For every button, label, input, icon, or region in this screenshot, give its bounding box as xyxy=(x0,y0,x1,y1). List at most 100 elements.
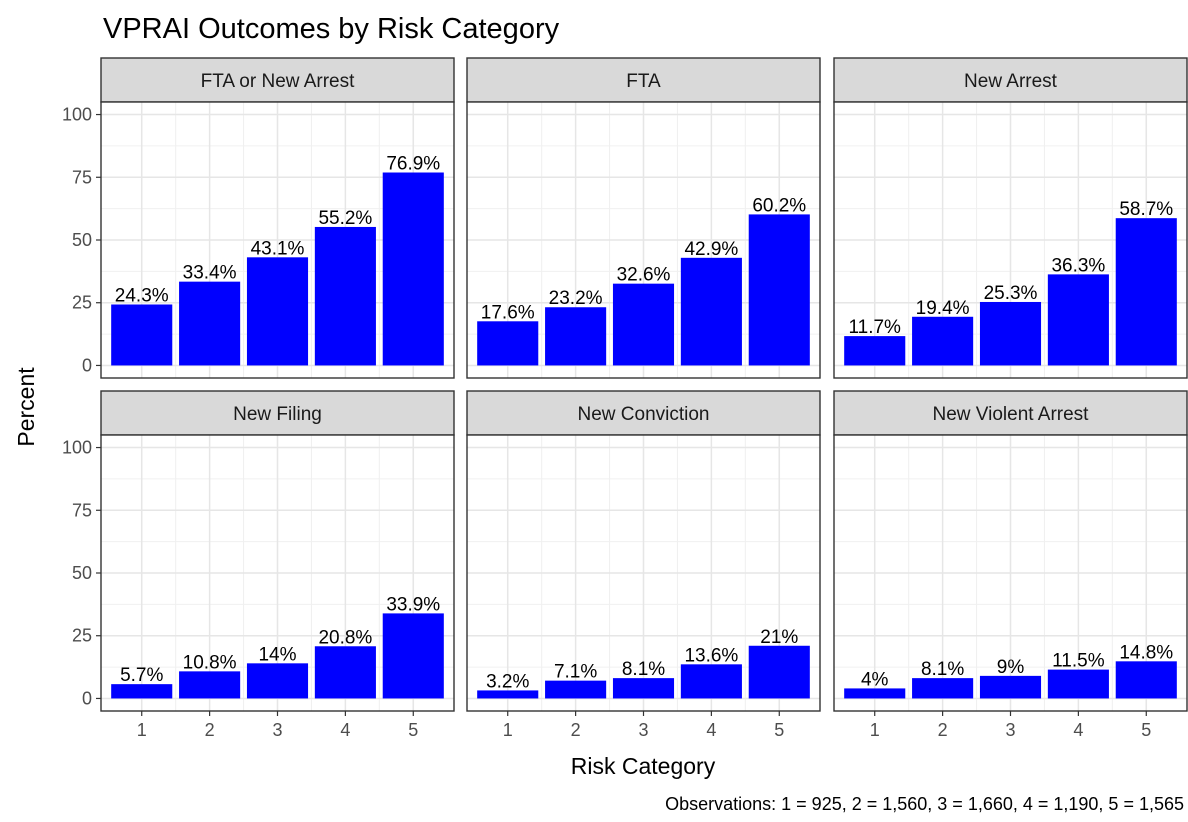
data-label: 7.1% xyxy=(554,662,597,683)
x-tick-label: 1 xyxy=(137,720,147,740)
y-axis-label: Percent xyxy=(13,367,39,447)
x-tick-label: 1 xyxy=(870,720,880,740)
strip-background xyxy=(833,390,1188,436)
strip-label: New Filing xyxy=(233,404,322,425)
data-label: 20.8% xyxy=(318,627,372,648)
panel-2: FTA 17.6% 23.2% 32.6% 42.9% 60.2% xyxy=(466,57,821,379)
bar xyxy=(382,172,444,366)
bar xyxy=(680,257,742,366)
y-tick-label: 25 xyxy=(72,293,92,313)
data-label: 13.6% xyxy=(684,645,738,666)
data-label: 17.6% xyxy=(481,302,535,323)
data-label: 36.3% xyxy=(1051,255,1105,276)
strip-label: New Conviction xyxy=(578,404,710,425)
y-tick-label: 25 xyxy=(72,626,92,646)
x-tick-label: 2 xyxy=(938,720,948,740)
bar xyxy=(246,257,309,366)
data-label: 14.8% xyxy=(1119,642,1173,663)
bar xyxy=(545,680,607,699)
panel-border xyxy=(466,101,821,379)
data-label: 9% xyxy=(997,657,1025,678)
x-tick-label: 4 xyxy=(340,720,350,740)
bar xyxy=(179,281,241,366)
data-label: 25.3% xyxy=(984,283,1038,304)
bar xyxy=(912,316,974,366)
x-axis-label: Risk Category xyxy=(571,753,716,779)
data-label: 11.7% xyxy=(848,317,901,338)
data-label: 42.9% xyxy=(684,239,738,260)
bar xyxy=(111,304,173,366)
panel-border xyxy=(833,101,1188,379)
y-tick-label: 50 xyxy=(72,563,92,583)
data-label: 5.7% xyxy=(120,665,163,686)
bar xyxy=(1047,274,1109,366)
y-tick-label: 75 xyxy=(72,167,92,187)
data-label: 8.1% xyxy=(921,659,964,680)
x-tick-label: 4 xyxy=(706,720,716,740)
strip-label: New Violent Arrest xyxy=(933,404,1090,425)
y-tick-label: 100 xyxy=(62,105,92,125)
data-label: 3.2% xyxy=(486,671,529,692)
bar xyxy=(314,646,376,699)
strip-background xyxy=(833,57,1188,103)
data-label: 33.4% xyxy=(183,263,237,284)
bar xyxy=(477,690,539,699)
data-label: 60.2% xyxy=(752,195,806,216)
data-label: 23.2% xyxy=(549,288,603,309)
y-tick-label: 0 xyxy=(82,355,92,375)
bar xyxy=(1115,218,1177,366)
panel-5: New Conviction 3.2% 7.1% 8.1% 13.6% 21% 1 2 3 4 5 xyxy=(466,390,821,740)
bar xyxy=(748,214,810,366)
x-tick-label: 2 xyxy=(571,720,581,740)
data-label: 14% xyxy=(258,644,296,665)
bar xyxy=(612,678,675,699)
data-label: 24.3% xyxy=(115,285,169,306)
bar xyxy=(382,613,444,699)
data-label: 33.9% xyxy=(386,594,440,615)
strip-label: FTA or New Arrest xyxy=(201,71,356,92)
y-tick-label: 50 xyxy=(72,230,92,250)
data-label: 55.2% xyxy=(318,208,372,229)
x-tick-label: 4 xyxy=(1073,720,1083,740)
strip-background xyxy=(100,390,455,436)
chart-caption: Observations: 1 = 925, 2 = 1,560, 3 = 1,… xyxy=(665,794,1184,814)
bar xyxy=(912,678,974,699)
chart-title: VPRAI Outcomes by Risk Category xyxy=(103,13,560,45)
bar xyxy=(246,663,309,699)
data-label: 10.8% xyxy=(183,652,237,673)
panel-6: New Violent Arrest 4% 8.1% 9% 11.5% 14.8% 1 2 3 4… xyxy=(833,390,1188,740)
data-label: 58.7% xyxy=(1119,199,1173,220)
x-tick-label: 2 xyxy=(205,720,215,740)
bar xyxy=(844,688,906,699)
y-tick-label: 100 xyxy=(62,438,92,458)
bar xyxy=(477,321,539,366)
data-label: 19.4% xyxy=(916,298,970,319)
panel-3: New Arrest 11.7% 19.4% 25.3% 36.3% 58.7% xyxy=(833,57,1188,379)
x-tick-label: 3 xyxy=(1005,720,1015,740)
bar xyxy=(1115,661,1177,699)
x-tick-label: 5 xyxy=(1141,720,1151,740)
bar xyxy=(748,645,810,699)
y-tick-label: 0 xyxy=(82,688,92,708)
panel-1: FTA or New Arrest 24.3% 33.4% 43.1% 55.2% 76.… xyxy=(62,57,455,379)
data-label: 43.1% xyxy=(251,238,305,259)
bar xyxy=(612,283,675,366)
strip-background xyxy=(466,390,821,436)
panels-layer: FTA or New Arrest 24.3% 33.4% 43.1% 55.2% 76.… xyxy=(62,57,1188,740)
x-tick-label: 3 xyxy=(272,720,282,740)
strip-label: New Arrest xyxy=(964,71,1058,92)
data-label: 32.6% xyxy=(617,265,671,286)
bar xyxy=(844,336,906,366)
x-tick-label: 1 xyxy=(503,720,513,740)
strip-background xyxy=(100,57,455,103)
bar xyxy=(545,307,607,366)
bar xyxy=(314,226,376,366)
bar xyxy=(979,675,1042,699)
strip-label: FTA xyxy=(626,71,661,92)
bar xyxy=(1047,669,1109,699)
x-tick-label: 3 xyxy=(638,720,648,740)
data-label: 21% xyxy=(760,627,798,648)
